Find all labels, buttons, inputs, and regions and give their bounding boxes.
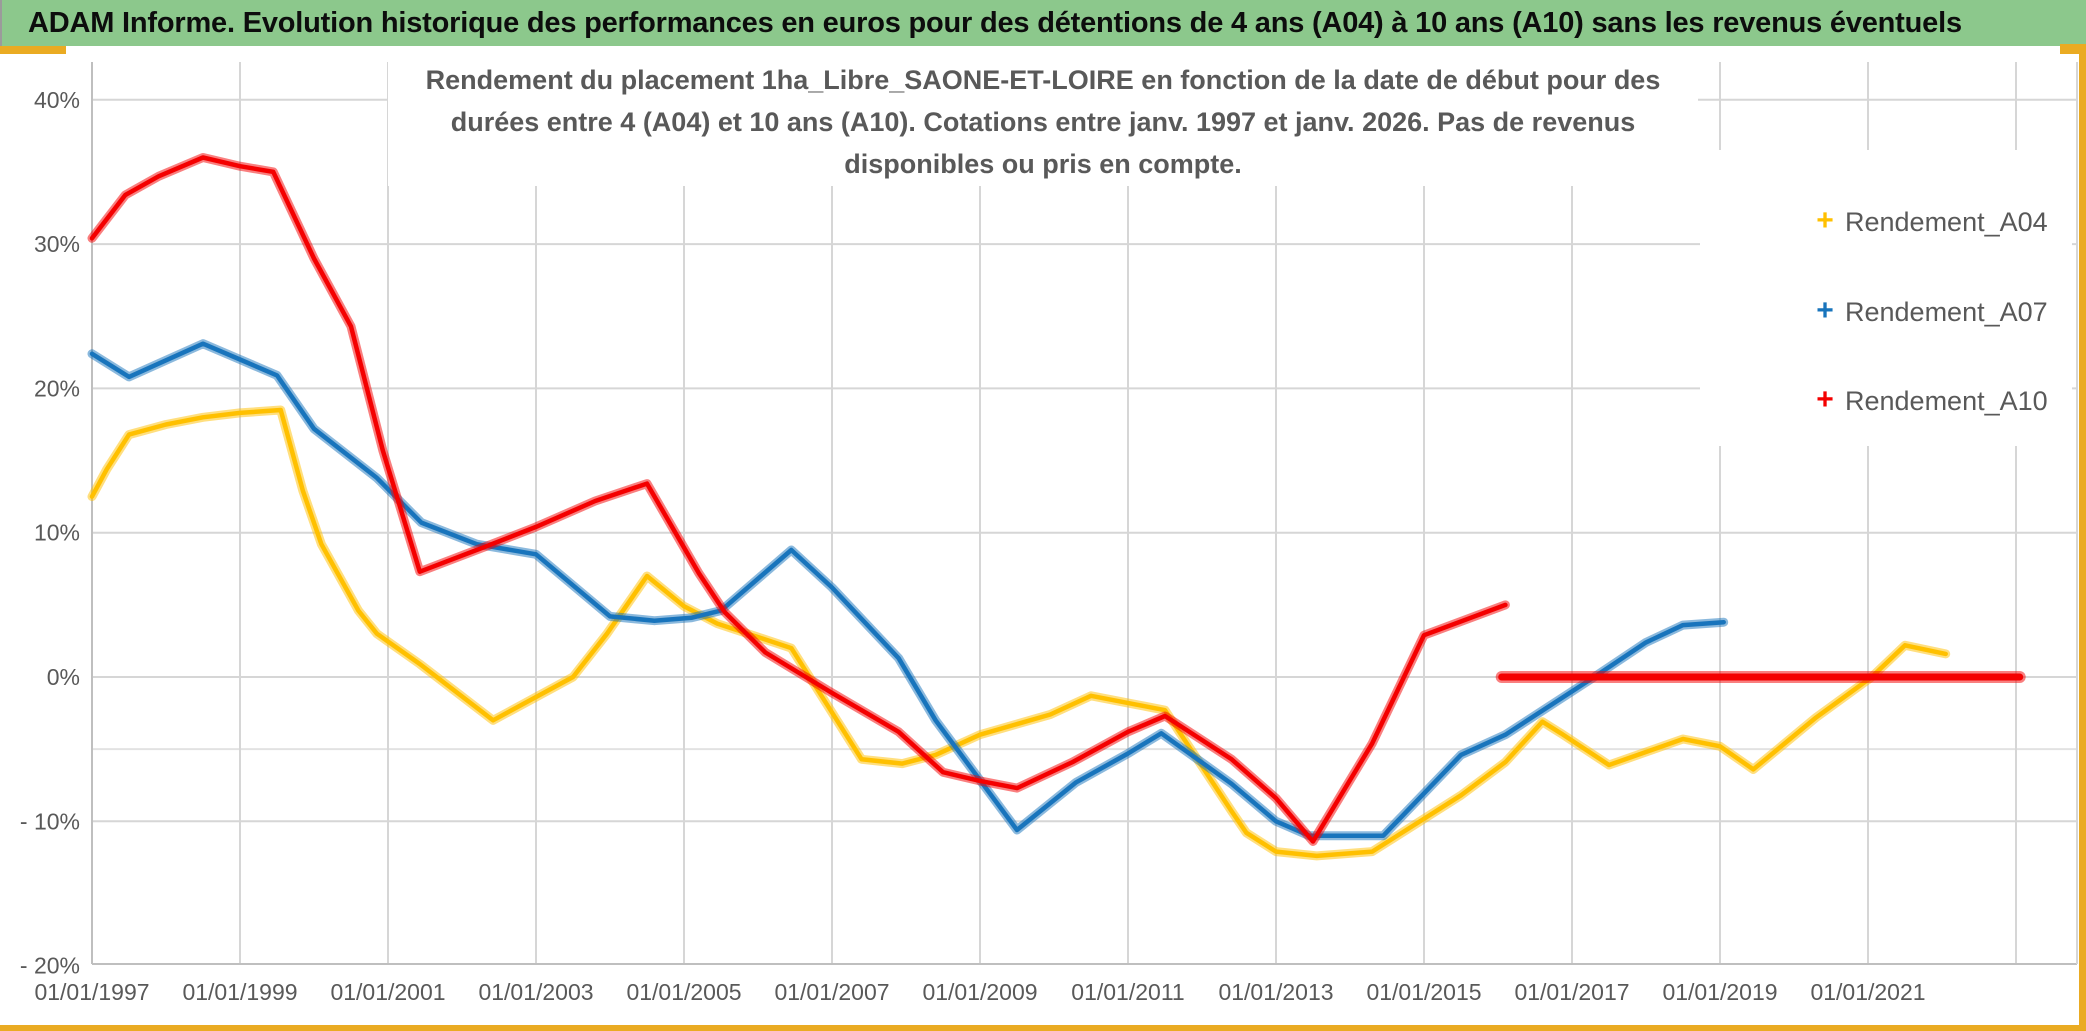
x-axis-tick-label: 01/01/2019 [1662,979,1777,1005]
x-axis-tick-label: 01/01/2021 [1810,979,1925,1005]
y-axis-tick-label: 10% [34,520,80,546]
x-axis-tick-label: 01/01/2001 [330,979,445,1005]
y-axis-tick-label: 30% [34,231,80,257]
y-axis-tick-label: 40% [34,87,80,113]
legend-label-Rendement_A04: Rendement_A04 [1845,207,2048,237]
legend-marker-Rendement_A10: + [1816,383,1834,416]
legend-label-Rendement_A10: Rendement_A10 [1845,386,2048,416]
x-axis-tick-label: 01/01/2011 [1071,979,1184,1005]
y-axis-tick-label: 20% [34,375,80,401]
x-axis-tick-label: 01/01/1997 [34,979,149,1005]
gold-border-accent [0,46,66,54]
y-axis-tick-label: - 10% [20,808,80,834]
x-axis-tick-label: 01/01/2003 [478,979,593,1005]
series-line-Rendement_A10 [89,155,1508,844]
page-title: ADAM Informe. Evolution historique des p… [28,6,1962,39]
x-axis-tick-label: 01/01/2009 [922,979,1037,1005]
x-axis-tick-label: 01/01/2005 [626,979,741,1005]
gold-border-accent [2060,44,2086,54]
x-axis-tick-label: 01/01/2015 [1366,979,1481,1005]
y-axis-tick-label: 0% [47,664,80,690]
legend-box [1700,150,2072,446]
title-bar: ADAM Informe. Evolution historique des p… [0,0,2086,46]
legend-marker-Rendement_A04: + [1816,204,1834,237]
legend-label-Rendement_A07: Rendement_A07 [1845,297,2048,327]
chart-title: Rendement du placement 1ha_Libre_SAONE-E… [388,60,1698,186]
x-axis-tick-label: 01/01/2007 [774,979,889,1005]
x-axis-tick-label: 01/01/2017 [1514,979,1629,1005]
legend-marker-Rendement_A07: + [1816,294,1834,327]
gold-border-accent [2079,54,2086,1025]
x-axis-tick-label: 01/01/2013 [1218,979,1333,1005]
series-line-Rendement_A07 [89,341,1726,838]
y-axis-tick-label: - 20% [20,953,80,979]
x-axis-tick-label: 01/01/1999 [182,979,297,1005]
